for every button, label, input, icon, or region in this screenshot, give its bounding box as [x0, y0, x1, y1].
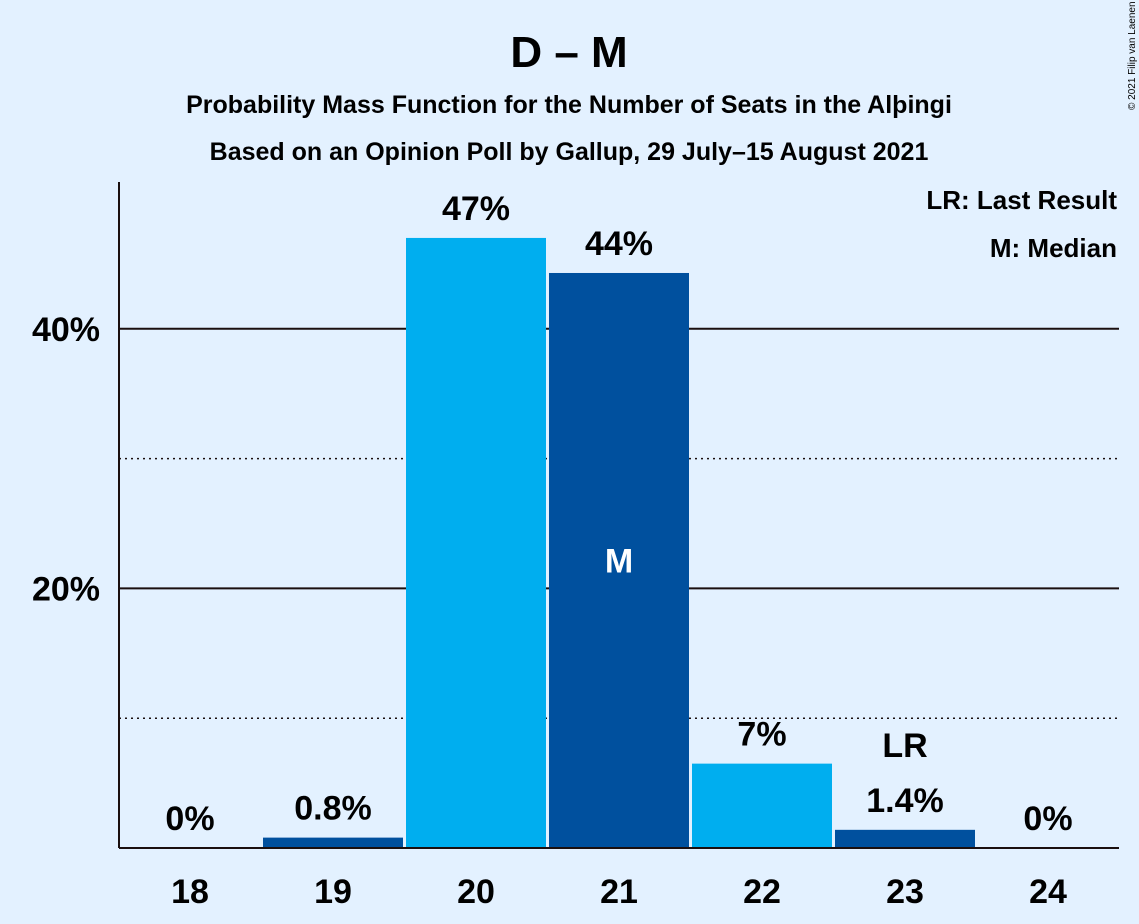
legend-median: M: Median [990, 233, 1117, 263]
bar-19 [263, 837, 403, 848]
bar-23 [835, 829, 975, 848]
chart-subtitle-1: Probability Mass Function for the Number… [186, 91, 952, 119]
bar-20 [406, 237, 546, 848]
median-marker: M [605, 542, 633, 580]
data-label-19: 0.8% [294, 790, 372, 828]
y-tick-label: 40% [32, 311, 100, 349]
x-axis-ticks: 18 19 20 21 22 23 24 [171, 873, 1067, 911]
y-tick-label: 20% [32, 570, 100, 608]
y-axis-ticks: 20% 40% [32, 311, 100, 609]
x-tick-label-18: 18 [171, 873, 209, 911]
legend-last-result: LR: Last Result [926, 185, 1117, 215]
x-tick-label-24: 24 [1029, 873, 1067, 911]
x-tick-label-23: 23 [886, 873, 924, 911]
last-result-marker: LR [882, 727, 927, 765]
data-label-21: 44% [585, 225, 653, 263]
data-label-24: 0% [1023, 800, 1072, 838]
data-label-22: 7% [737, 716, 786, 754]
bar-22 [692, 763, 832, 848]
data-labels: 0% 0.8% 47% 44% M 7% 1.4% LR 0% [165, 190, 1072, 838]
x-tick-label-21: 21 [600, 873, 638, 911]
x-tick-label-20: 20 [457, 873, 495, 911]
copyright-notice: © 2021 Filip van Laenen [1127, 1, 1138, 110]
data-label-20: 47% [442, 190, 510, 228]
data-label-23: 1.4% [866, 782, 944, 820]
chart-subtitle-2: Based on an Opinion Poll by Gallup, 29 J… [210, 138, 929, 166]
bar-21 [549, 272, 689, 849]
data-label-18: 0% [165, 800, 214, 838]
bars [263, 237, 975, 849]
chart-title: D – M [510, 28, 627, 77]
x-tick-label-19: 19 [314, 873, 352, 911]
x-tick-label-22: 22 [743, 873, 781, 911]
